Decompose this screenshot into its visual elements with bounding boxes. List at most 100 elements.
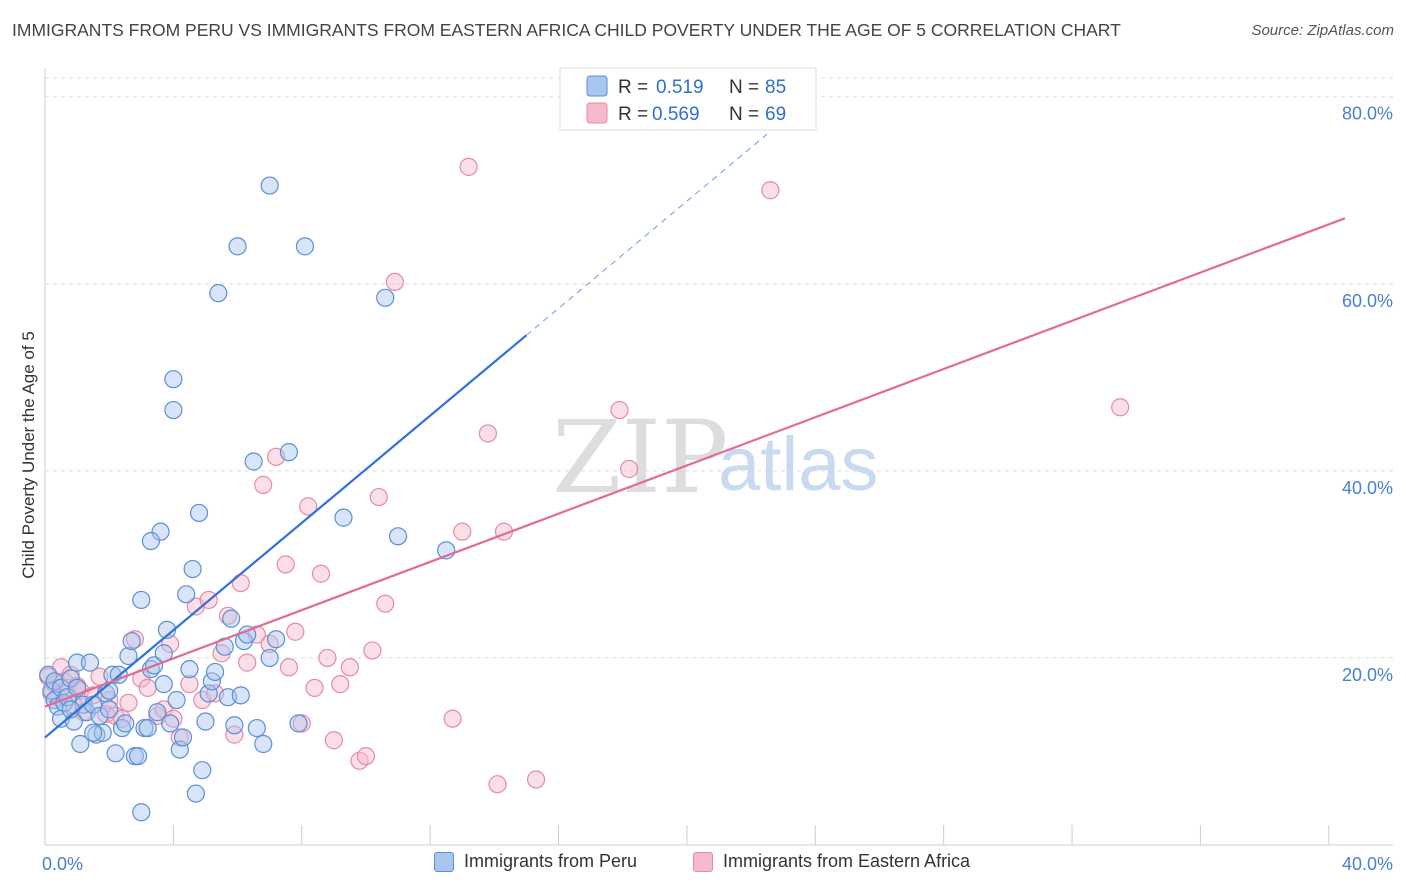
ea-point-36	[238, 653, 257, 672]
peru-point-33	[132, 590, 151, 610]
peru-point-12	[67, 653, 87, 672]
ea-point-64	[526, 770, 546, 789]
peru-point-54	[193, 761, 212, 780]
ea-point-19	[125, 630, 144, 649]
legend-r-value-ea: 0.569	[652, 104, 700, 125]
ea-point-49	[324, 731, 343, 750]
peru-point-31	[128, 747, 148, 766]
ea-point-68	[1111, 398, 1130, 417]
peru-point-72	[266, 630, 286, 649]
y-tick-label-0: 20.0%	[1342, 665, 1393, 685]
chart-source: Source: ZipAtlas.com	[1251, 22, 1394, 39]
bottom-legend-swatch-peru	[434, 851, 454, 872]
peru-point-46	[167, 690, 186, 710]
peru-point-55	[196, 712, 215, 731]
peru-point-77	[334, 508, 353, 527]
watermark-zip: ZIP	[552, 399, 728, 516]
ea-point-60	[459, 157, 478, 176]
peru-point-82	[84, 723, 103, 742]
ea-point-50	[331, 675, 350, 694]
peru-point-63	[225, 716, 244, 735]
peru-point-41	[154, 675, 173, 694]
legend-r-value-peru: 0.519	[656, 77, 704, 98]
ea-point-51	[340, 658, 360, 677]
bottom-legend-peru: Immigrants from Peru	[434, 851, 637, 872]
legend-swatch-peru	[586, 75, 608, 97]
peru-point-73	[260, 176, 279, 195]
peru-point-65	[231, 686, 250, 705]
ea-point-57	[385, 272, 404, 292]
peru-point-50	[180, 660, 199, 679]
peru-point-38	[148, 703, 167, 722]
axes	[44, 68, 1393, 846]
peru-point-9	[61, 669, 80, 688]
ea-point-34	[225, 725, 244, 744]
ea-point-46	[305, 678, 324, 697]
ea-point-45	[299, 497, 318, 516]
watermark-atlas: atlas	[718, 422, 879, 507]
ea-point-59	[453, 522, 472, 541]
ea-point-61	[478, 424, 498, 443]
trend-line-peru	[44, 334, 528, 739]
y-tick-labels: 20.0% 40.0% 60.0% 80.0%	[1342, 104, 1393, 685]
legend-n-label-ea: N =	[729, 104, 759, 125]
peru-point-59	[209, 284, 228, 303]
x-tick-label-1: 40.0%	[1342, 854, 1393, 874]
ea-point-35	[231, 573, 250, 593]
ea-point-66	[620, 459, 639, 479]
ea-point-67	[761, 181, 780, 200]
y-tick-label-1: 40.0%	[1342, 478, 1393, 498]
y-tick-label-2: 60.0%	[1342, 291, 1393, 311]
peru-point-44	[164, 370, 183, 389]
peru-point-69	[247, 718, 266, 738]
bottom-legend-swatch-ea	[693, 851, 713, 872]
ea-point-56	[376, 594, 395, 613]
peru-point-16	[80, 653, 100, 672]
peru-point-58	[206, 662, 225, 682]
bottom-legend-ea: Immigrants from Eastern Africa	[693, 851, 970, 872]
peru-point-53	[189, 503, 209, 523]
bottom-legend: Immigrants from Peru Immigrants from Eas…	[0, 851, 1406, 879]
chart-title: IMMIGRANTS FROM PERU VS IMMIGRANTS FROM …	[12, 20, 1121, 40]
peru-point-28	[119, 646, 138, 666]
bottom-legend-label-peru: Immigrants from Peru	[464, 851, 638, 871]
peru-point-76	[295, 237, 315, 256]
peru-point-74	[279, 443, 299, 462]
bottom-legend-label-ea: Immigrants from Eastern Africa	[723, 851, 971, 871]
legend-r-label-ea: R =	[618, 104, 648, 125]
ea-point-41	[276, 555, 295, 574]
y-tick-label-3: 80.0%	[1342, 104, 1393, 124]
ea-point-24	[161, 634, 180, 653]
peru-point-43	[161, 714, 180, 733]
ea-point-18	[119, 693, 138, 712]
x-tick-labels: 0.0% 40.0%	[42, 854, 1393, 874]
watermark: ZIP atlas	[552, 399, 879, 516]
peru-point-71	[260, 648, 279, 668]
legend-n-value-peru: 85	[765, 77, 786, 98]
peru-point-48	[173, 728, 193, 747]
ea-point-43	[286, 622, 305, 641]
ea-point-55	[369, 487, 388, 507]
ea-point-62	[488, 775, 507, 794]
trend-line-peru-extension	[526, 133, 768, 336]
ea-point-42	[279, 658, 299, 677]
peru-point-22	[100, 700, 119, 719]
peru-point-20	[93, 723, 112, 742]
ea-point-33	[218, 606, 238, 625]
trend-lines	[44, 133, 1346, 739]
legend-n-value-ea: 69	[765, 104, 786, 125]
peru-point-39	[151, 522, 170, 541]
peru-point-5	[51, 678, 71, 697]
peru-point-52	[186, 784, 205, 803]
peru-point-70	[254, 734, 273, 754]
ea-point-53	[356, 747, 376, 766]
trend-line-ea	[44, 217, 1346, 708]
peru-point-75	[289, 714, 308, 733]
peru-point-13	[71, 734, 90, 754]
ea-point-21	[138, 678, 157, 697]
y-axis-label: Child Poverty Under the Age of 5	[19, 331, 38, 579]
grid	[45, 77, 1393, 659]
peru-point-51	[183, 559, 202, 579]
legend: R = 0.519 N = 85 R = 0.569 N = 69	[559, 67, 817, 131]
